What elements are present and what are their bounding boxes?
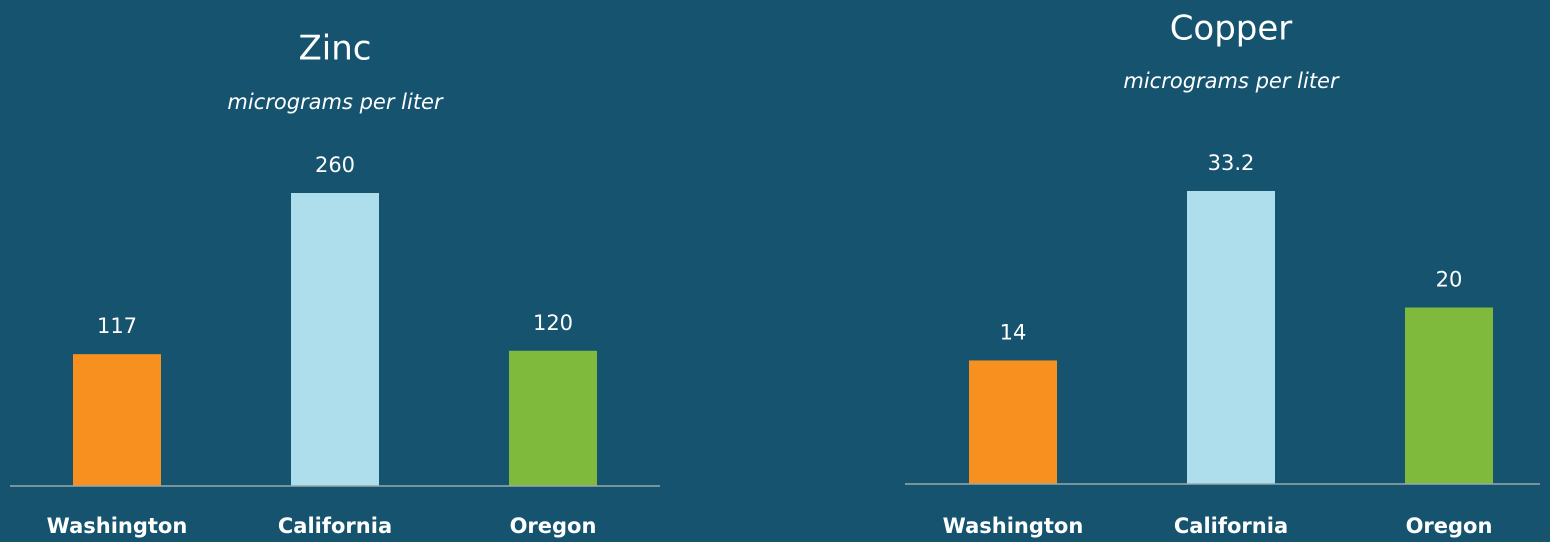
category-label: Washington bbox=[943, 514, 1084, 538]
value-label: 33.2 bbox=[1208, 151, 1255, 175]
chart-subtitle: micrograms per liter bbox=[1123, 69, 1340, 93]
bar bbox=[509, 350, 597, 486]
bar bbox=[73, 354, 161, 486]
category-label: Oregon bbox=[510, 514, 597, 538]
bar bbox=[291, 193, 379, 486]
value-label: 117 bbox=[97, 314, 137, 338]
value-label: 20 bbox=[1436, 267, 1463, 291]
value-label: 260 bbox=[315, 153, 355, 177]
category-label: California bbox=[1174, 514, 1288, 538]
chart-subtitle: micrograms per liter bbox=[227, 90, 444, 114]
bar bbox=[1405, 307, 1493, 484]
value-label: 120 bbox=[533, 311, 573, 335]
bar bbox=[1187, 191, 1275, 484]
chart-title: Copper bbox=[1170, 9, 1293, 49]
bar bbox=[969, 360, 1057, 484]
category-label: Oregon bbox=[1406, 514, 1493, 538]
category-label: California bbox=[278, 514, 392, 538]
value-label: 14 bbox=[1000, 320, 1027, 344]
chart-title: Zinc bbox=[299, 29, 372, 69]
category-label: Washington bbox=[47, 514, 188, 538]
